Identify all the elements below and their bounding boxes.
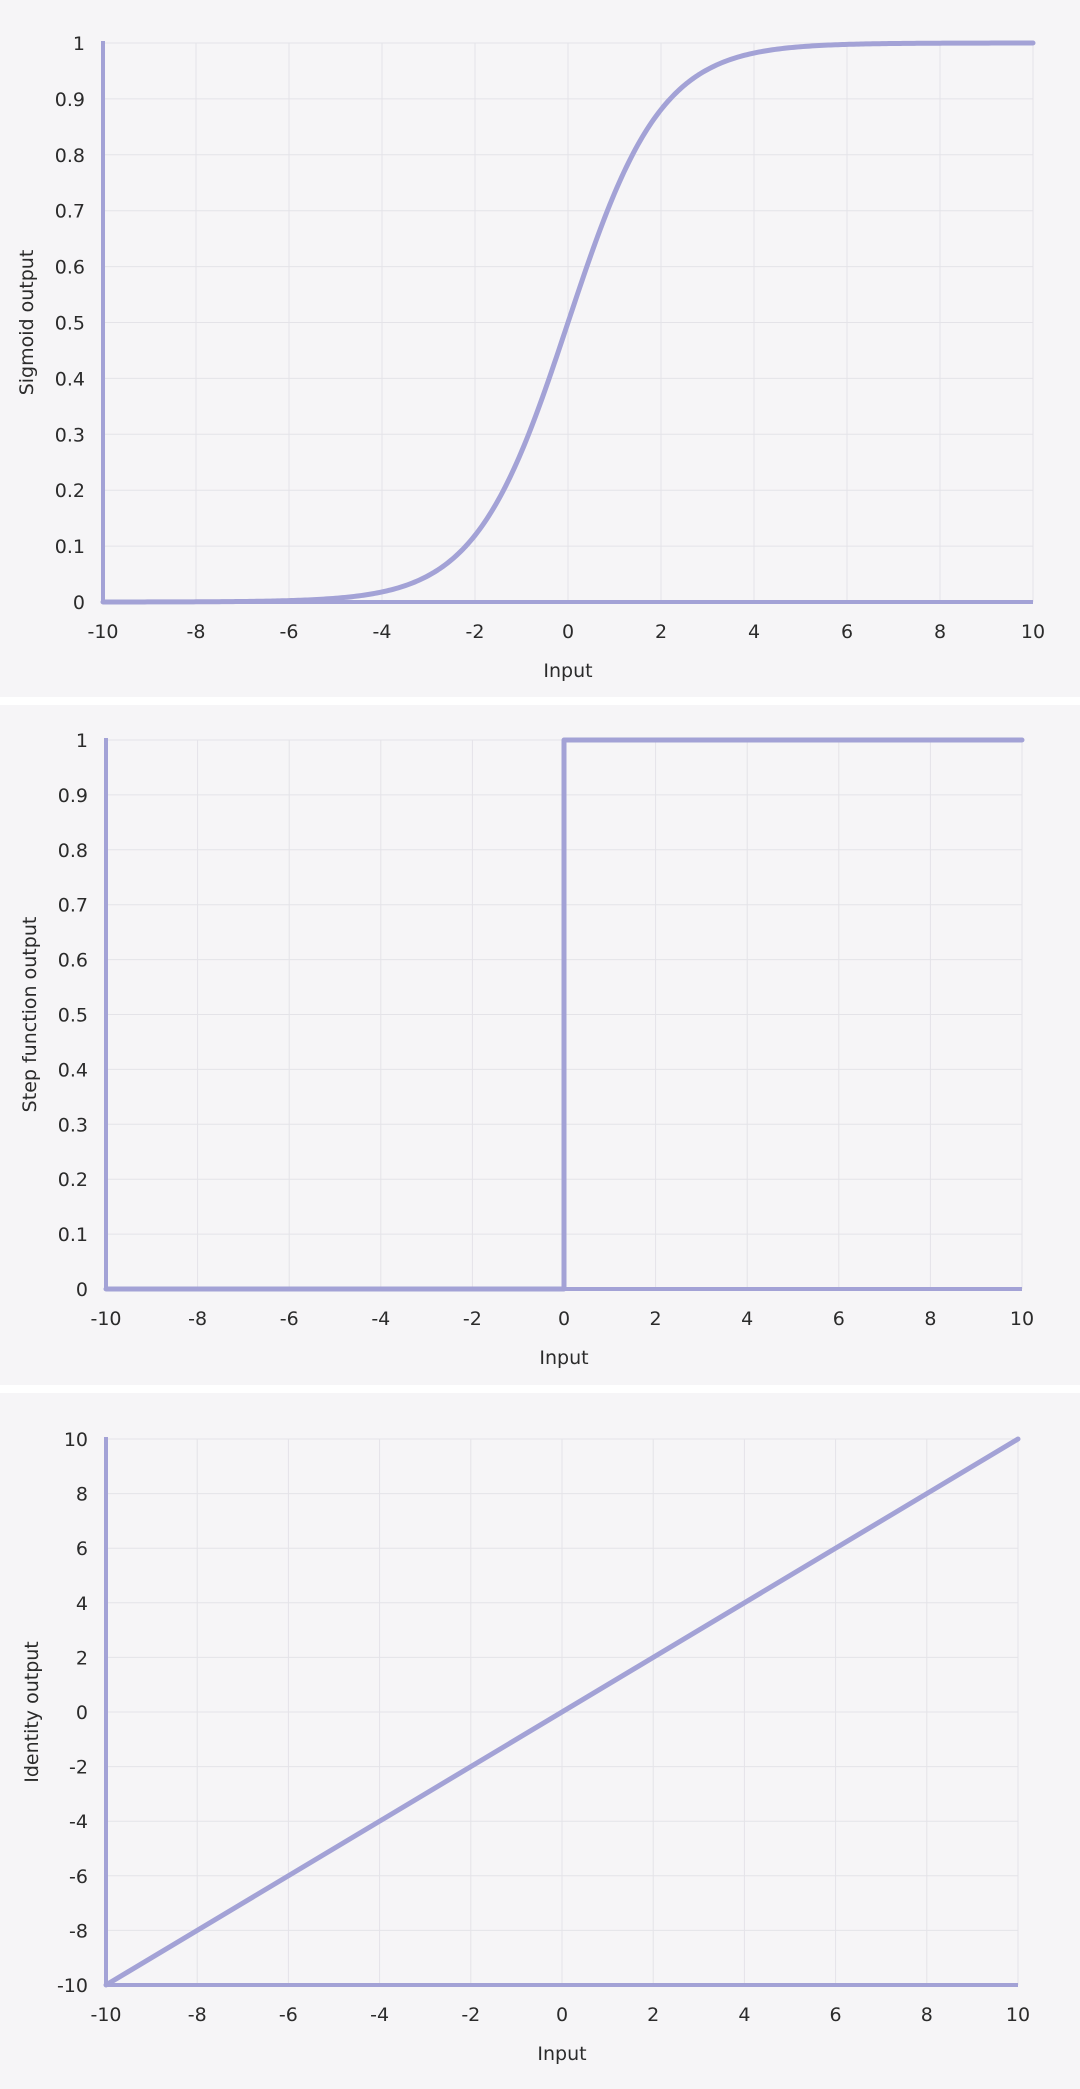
y-tick-label: 0.7	[58, 895, 88, 917]
x-tick-label: 2	[647, 2004, 659, 2026]
x-tick-label: 8	[924, 1308, 936, 1330]
x-tick-label: 0	[562, 621, 574, 643]
y-tick-label: 0.3	[58, 1114, 88, 1136]
x-axis-label: Input	[537, 2043, 586, 2065]
panel-divider	[0, 697, 1080, 705]
x-tick-label: -4	[371, 1308, 390, 1330]
y-tick-label: 4	[76, 1593, 88, 1615]
identity-chart-panel: -10 -8 -6 -4 -2 0 2 4 6 8 10 -10 -8 -6 -4 -2 0 2 4 6 8 10 Inpu…	[0, 1393, 1080, 2089]
x-tick-label: 8	[934, 621, 946, 643]
y-axis-label: Identity output	[21, 1641, 43, 1783]
y-tick-label: 0.9	[55, 89, 85, 111]
y-tick-label: 0.8	[58, 840, 88, 862]
panel-divider	[0, 1385, 1080, 1393]
y-tick-label: 0	[76, 1702, 88, 1724]
y-tick-label: 1	[73, 33, 85, 55]
y-tick-label: 0.2	[55, 480, 85, 502]
x-tick-label: 10	[1006, 2004, 1030, 2026]
x-axis-label: Input	[543, 660, 592, 682]
x-tick-label: 0	[556, 2004, 568, 2026]
y-tick-label: -4	[69, 1811, 88, 1833]
x-axis-label: Input	[539, 1347, 588, 1369]
x-tick-label: -8	[188, 1308, 207, 1330]
x-tick-label: 4	[748, 621, 760, 643]
y-tick-label: 0.1	[58, 1224, 88, 1246]
step-chart-panel: -10 -8 -6 -4 -2 0 2 4 6 8 10 0 0.1 0.2 0.3 0.4 0.5 0.6 0.7…	[0, 705, 1080, 1385]
x-tick-label: -6	[279, 2004, 298, 2026]
step-chart: -10 -8 -6 -4 -2 0 2 4 6 8 10 0 0.1 0.2 0.3 0.4 0.5 0.6 0.7…	[19, 730, 1034, 1369]
x-tick-label: -2	[461, 2004, 480, 2026]
x-tick-label: 2	[650, 1308, 662, 1330]
step-series-line	[103, 737, 1025, 1292]
x-tick-label: 4	[741, 1308, 753, 1330]
x-tick-label: -2	[463, 1308, 482, 1330]
y-tick-label: 0.5	[58, 1005, 88, 1027]
x-tick-label: -6	[280, 1308, 299, 1330]
sigmoid-chart-panel: -10 -8 -6 -4 -2 0 2 4 6 8 10 0 0.1 0.2 0.3 0.4 0.5 0.6 0.7…	[0, 0, 1080, 697]
y-tick-label: -2	[69, 1757, 88, 1779]
y-tick-label: -6	[69, 1866, 88, 1888]
x-tick-label: -8	[188, 2004, 207, 2026]
x-tick-label: 10	[1010, 1308, 1034, 1330]
x-tick-label: 4	[738, 2004, 750, 2026]
x-tick-label: 6	[833, 1308, 845, 1330]
y-tick-label: 0.4	[58, 1059, 88, 1081]
y-tick-label: -10	[57, 1975, 88, 1997]
y-tick-label: 0.9	[58, 785, 88, 807]
x-tick-label: -6	[280, 621, 299, 643]
y-tick-label: 0.5	[55, 313, 85, 335]
y-tick-label: 0.6	[55, 257, 85, 279]
y-tick-label: 10	[64, 1429, 88, 1451]
y-tick-label: 2	[76, 1647, 88, 1669]
x-tick-label: -4	[370, 2004, 389, 2026]
x-tick-label: 8	[921, 2004, 933, 2026]
x-tick-label: 10	[1021, 621, 1045, 643]
x-tick-label: 2	[655, 621, 667, 643]
y-tick-label: 0.3	[55, 424, 85, 446]
x-tick-label: -10	[87, 621, 118, 643]
y-tick-label: 0.1	[55, 536, 85, 558]
y-tick-label: 0.4	[55, 368, 85, 390]
y-tick-label: 0.8	[55, 145, 85, 167]
sigmoid-series-line	[100, 40, 1036, 605]
y-tick-label: 0.2	[58, 1169, 88, 1191]
x-tick-label: -10	[90, 2004, 121, 2026]
x-tick-label: -10	[90, 1308, 121, 1330]
y-tick-label: 0	[73, 592, 85, 614]
y-axis-label: Sigmoid output	[16, 250, 38, 396]
y-axis-label: Step function output	[19, 917, 41, 1113]
y-tick-label: 1	[76, 730, 88, 752]
x-tick-label: 6	[841, 621, 853, 643]
y-tick-label: 0.7	[55, 201, 85, 223]
y-tick-label: 0.6	[58, 950, 88, 972]
x-tick-label: -2	[466, 621, 485, 643]
x-tick-label: 0	[558, 1308, 570, 1330]
x-tick-label: -4	[373, 621, 392, 643]
sigmoid-chart: -10 -8 -6 -4 -2 0 2 4 6 8 10 0 0.1 0.2 0.3 0.4 0.5 0.6 0.7…	[16, 33, 1045, 682]
y-tick-label: 6	[76, 1538, 88, 1560]
identity-chart: -10 -8 -6 -4 -2 0 2 4 6 8 10 -10 -8 -6 -4 -2 0 2 4 6 8 10 Inpu…	[21, 1429, 1030, 2065]
identity-series-line	[103, 1436, 1021, 1988]
x-tick-label: -8	[187, 621, 206, 643]
x-tick-label: 6	[830, 2004, 842, 2026]
y-tick-label: -8	[69, 1920, 88, 1942]
y-tick-label: 0	[76, 1279, 88, 1301]
y-tick-label: 8	[76, 1484, 88, 1506]
